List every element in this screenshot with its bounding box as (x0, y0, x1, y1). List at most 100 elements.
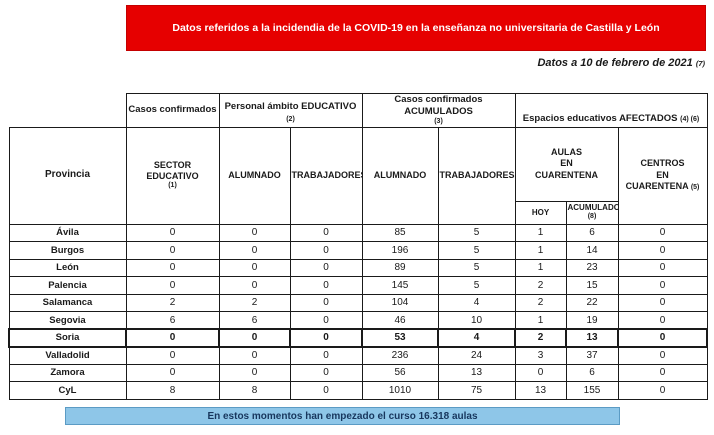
value-cell: 0 (617, 258, 708, 277)
value-cell: 0 (218, 363, 291, 382)
value-cell: 0 (125, 258, 220, 277)
col-header-alumnado: ALUMNADO (218, 126, 291, 225)
value-cell: 2 (514, 293, 567, 312)
value-cell: 10 (437, 311, 516, 330)
value-cell: 5 (437, 223, 516, 242)
value-cell: 0 (289, 346, 363, 365)
col-header-acumulado: ACUMULADO (8) (565, 200, 619, 225)
value-cell: 46 (361, 311, 439, 330)
col-header-centros-cuarentena: CENTROS EN CUARENTENA (5) (617, 126, 708, 225)
value-cell: 0 (289, 276, 363, 295)
value-cell: 0 (289, 293, 363, 312)
value-cell: 1 (514, 311, 567, 330)
value-cell: 145 (361, 276, 439, 295)
value-cell: 0 (289, 241, 363, 260)
sub-header-row: HOY ACUMULADO (8) (9, 200, 707, 225)
value-cell: 104 (361, 293, 439, 312)
group-header-personal-educativo: Personal ámbito EDUCATIVO (2) (218, 93, 363, 128)
table-row: Valladolid 0 0 0 236 24 3 37 0 (8, 346, 708, 365)
col-header-trabajadores-acumulado: TRABAJADORES (437, 126, 516, 225)
col-header-hoy: HOY (514, 200, 567, 225)
value-cell: 2 (125, 293, 220, 312)
value-cell: 13 (565, 328, 619, 348)
value-cell: 4 (437, 293, 516, 312)
value-cell: 0 (125, 328, 220, 348)
value-cell: 0 (218, 241, 291, 260)
value-cell: 0 (125, 363, 220, 382)
value-cell: 0 (218, 276, 291, 295)
column-header-row: Provincia SECTOR EDUCATIVO (1) ALUMNADO … (8, 126, 708, 225)
table-body: Ávila 0 0 0 85 5 1 6 0 Burgos 0 0 0 196 5 1 14 0 León 0 0 0 89… (8, 223, 708, 400)
value-cell: 13 (437, 363, 516, 382)
date-footnote: (7) (695, 59, 705, 68)
value-cell: 8 (125, 381, 220, 400)
value-cell: 0 (125, 276, 220, 295)
group-header-espacios-afectados: Espacios educativos AFECTADOS (4) (6) (514, 93, 708, 128)
table-row: Soria 0 0 0 53 4 2 13 0 (8, 328, 708, 348)
value-cell: 0 (617, 223, 708, 242)
value-cell: 0 (617, 276, 708, 295)
value-cell: 75 (437, 381, 516, 400)
value-cell: 23 (565, 258, 619, 277)
province-cell: Palencia (8, 276, 127, 295)
value-cell: 0 (289, 381, 363, 400)
value-cell: 6 (565, 223, 619, 242)
value-cell: 0 (617, 311, 708, 330)
value-cell: 89 (361, 258, 439, 277)
value-cell: 0 (218, 328, 291, 348)
value-cell: 5 (437, 276, 516, 295)
title-banner: Datos referidos a la incidendia de la CO… (126, 5, 706, 51)
value-cell: 5 (437, 258, 516, 277)
table-row: Salamanca 2 2 0 104 4 2 22 0 (8, 293, 708, 312)
province-cell: Salamanca (8, 293, 127, 312)
footer-banner-text: En estos momentos han empezado el curso … (207, 410, 478, 422)
value-cell: 85 (361, 223, 439, 242)
table-row: Ávila 0 0 0 85 5 1 6 0 (8, 223, 708, 242)
value-cell: 1 (514, 241, 567, 260)
value-cell: 14 (565, 241, 619, 260)
province-cell: Segovia (8, 311, 127, 330)
value-cell: 196 (361, 241, 439, 260)
value-cell: 0 (125, 346, 220, 365)
value-cell: 0 (289, 258, 363, 277)
value-cell: 53 (361, 328, 439, 348)
footer-banner: En estos momentos han empezado el curso … (65, 407, 620, 425)
value-cell: 6 (565, 363, 619, 382)
value-cell: 0 (289, 363, 363, 382)
value-cell: 37 (565, 346, 619, 365)
value-cell: 0 (514, 363, 567, 382)
table-row: Burgos 0 0 0 196 5 1 14 0 (8, 241, 708, 260)
value-cell: 0 (218, 223, 291, 242)
table-row: CyL 8 8 0 1010 75 13 155 0 (8, 381, 708, 400)
table-row: Segovia 6 6 0 46 10 1 19 0 (8, 311, 708, 330)
value-cell: 13 (514, 381, 567, 400)
value-cell: 0 (617, 381, 708, 400)
group-header-casos-confirmados: Casos confirmados (125, 93, 220, 128)
col-header-trabajadores: TRABAJADORES (289, 126, 363, 225)
value-cell: 0 (218, 346, 291, 365)
date-line: Datos a 10 de febrero de 2021 (7) (537, 57, 705, 69)
value-cell: 1 (514, 223, 567, 242)
province-cell: Valladolid (8, 346, 127, 365)
value-cell: 0 (617, 346, 708, 365)
value-cell: 8 (218, 381, 291, 400)
value-cell: 4 (437, 328, 516, 348)
value-cell: 6 (218, 311, 291, 330)
value-cell: 2 (514, 276, 567, 295)
province-cell: Burgos (8, 241, 127, 260)
col-header-sector-educativo: SECTOR EDUCATIVO (1) (125, 126, 220, 225)
value-cell: 0 (617, 363, 708, 382)
province-cell: CyL (8, 381, 127, 400)
province-cell: Ávila (8, 223, 127, 242)
group-header-casos-acumulados: Casos confirmados ACUMULADOS (3) (361, 93, 516, 128)
date-text: Datos a 10 de febrero de 2021 (537, 57, 693, 69)
value-cell: 0 (617, 241, 708, 260)
value-cell: 0 (125, 223, 220, 242)
corner-cell (9, 94, 126, 128)
value-cell: 6 (125, 311, 220, 330)
covid-data-table: Casos confirmados Personal ámbito EDUCAT… (8, 93, 708, 400)
value-cell: 0 (125, 241, 220, 260)
table-row: León 0 0 0 89 5 1 23 0 (8, 258, 708, 277)
value-cell: 155 (565, 381, 619, 400)
value-cell: 1 (514, 258, 567, 277)
